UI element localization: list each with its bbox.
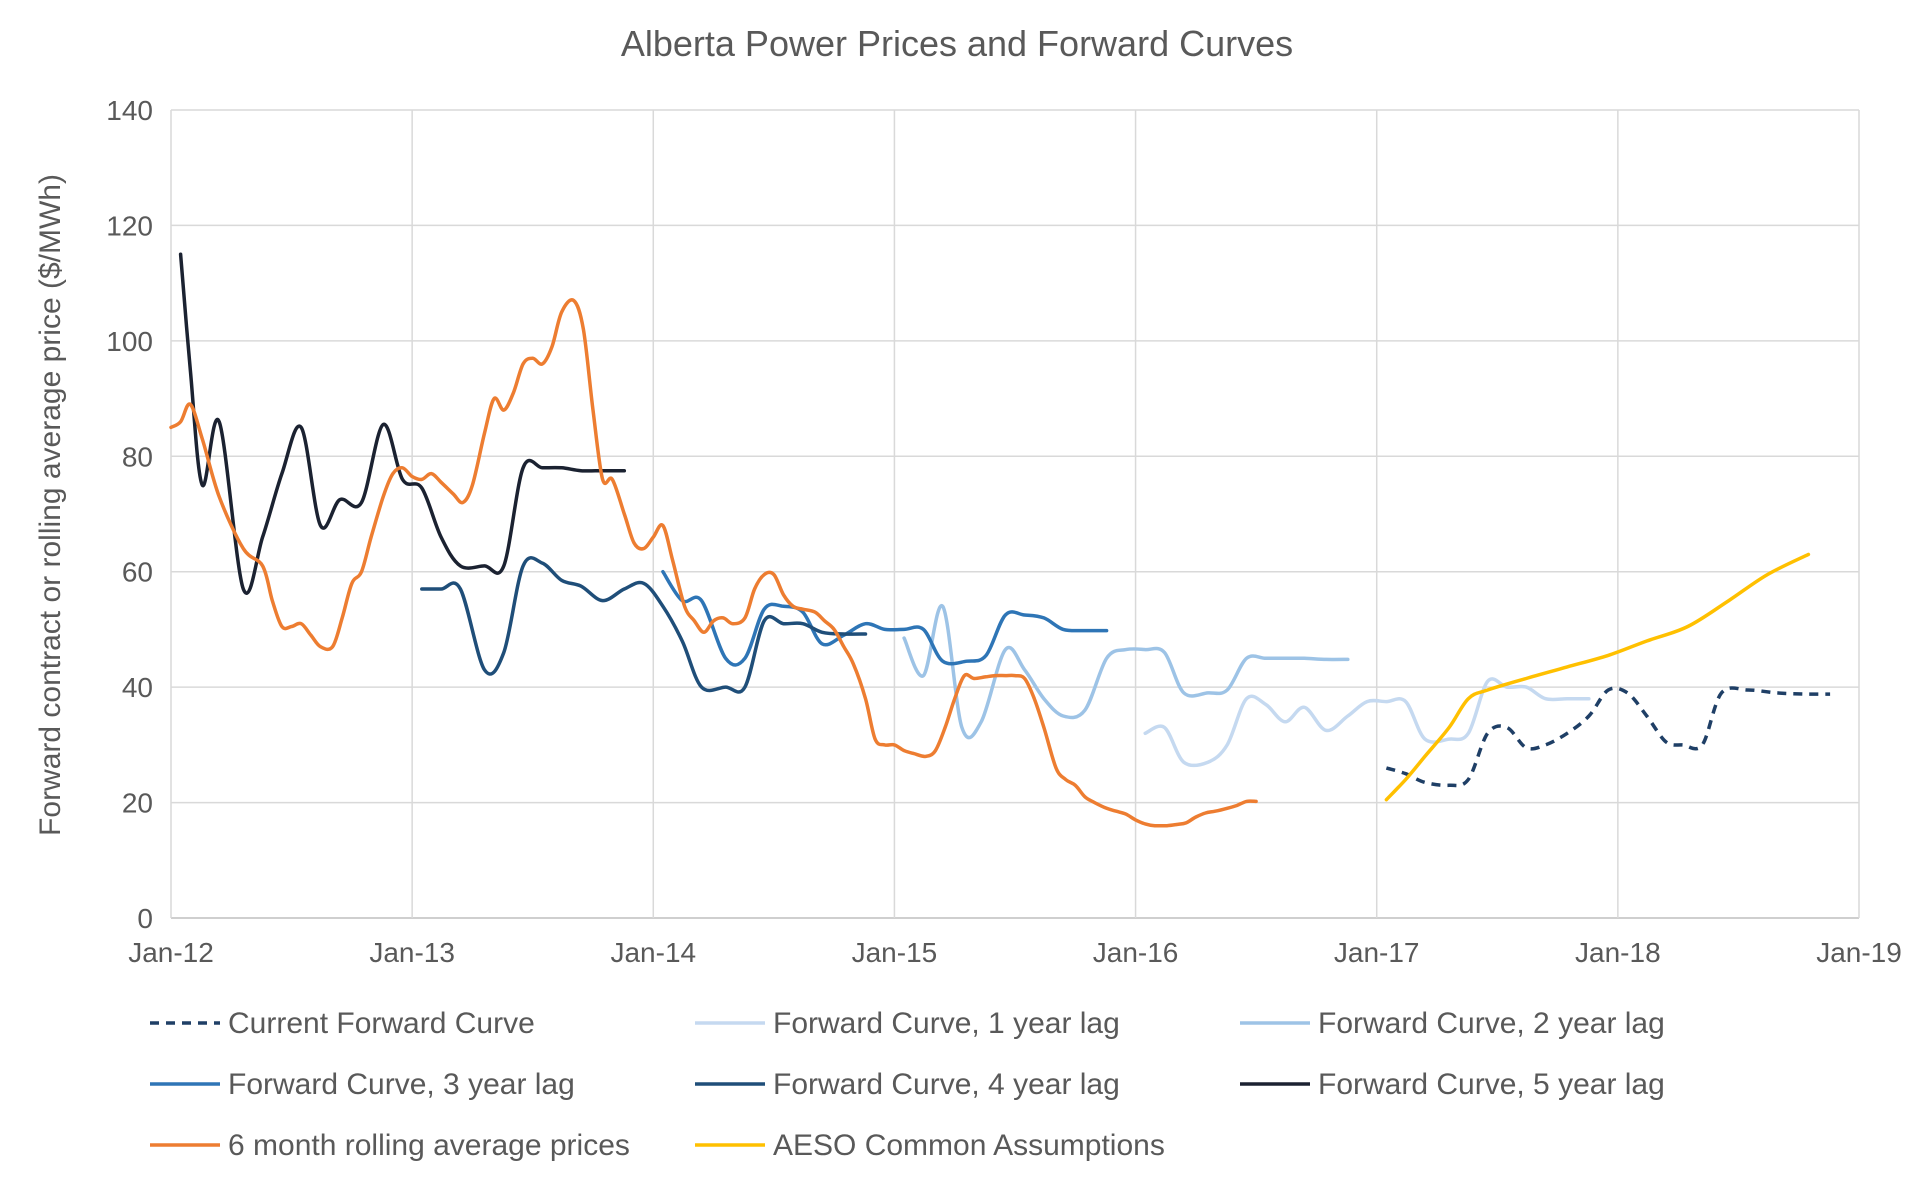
x-tick-label: Jan-16 (1093, 937, 1179, 968)
x-tick-label: Jan-14 (610, 937, 696, 968)
legend: Current Forward Curve Forward Curve, 1 ye… (150, 1007, 1665, 1162)
series-line-current-forward-curve (1385, 686, 1831, 788)
x-tick-label: Jan-13 (369, 937, 455, 968)
legend-label: Forward Curve, 3 year lag (228, 1068, 575, 1101)
series-line-forward-curve-2-year-lag (902, 604, 1350, 740)
legend-label: 6 month rolling average prices (228, 1129, 630, 1162)
series-layer (169, 252, 1831, 828)
series-line-forward-curve-5-year-lag (178, 252, 627, 595)
legend-label: Forward Curve, 4 year lag (773, 1068, 1120, 1101)
y-tick-label: 100 (106, 326, 153, 357)
legend-label: AESO Common Assumptions (773, 1129, 1165, 1162)
x-axis-ticks: Jan-12 Jan-13 Jan-14 Jan-15 Jan-16 Jan-17 Jan-… (128, 937, 1902, 968)
legend-label: Forward Curve, 5 year lag (1318, 1068, 1665, 1101)
x-tick-label: Jan-19 (1816, 937, 1902, 968)
y-tick-label: 60 (122, 557, 153, 588)
series-line-6-month-rolling-average-prices (169, 298, 1258, 828)
y-tick-label: 80 (122, 441, 153, 472)
x-tick-label: Jan-18 (1575, 937, 1661, 968)
legend-label: Current Forward Curve (228, 1007, 535, 1040)
series-line-aeso-common-assumptions (1384, 552, 1811, 802)
x-tick-label: Jan-12 (128, 937, 214, 968)
chart-title: Alberta Power Prices and Forward Curves (621, 23, 1293, 64)
y-tick-label: 20 (122, 788, 153, 819)
series-line-forward-curve-4-year-lag (420, 556, 868, 694)
y-axis-ticks: 0 20 40 60 80 100 120 140 (106, 95, 153, 934)
y-tick-label: 140 (106, 95, 153, 126)
legend-label: Forward Curve, 1 year lag (773, 1007, 1120, 1040)
x-tick-label: Jan-15 (852, 937, 938, 968)
series-line-forward-curve-1-year-lag (1143, 677, 1591, 768)
y-axis-title: Forward contract or rolling average pric… (34, 174, 67, 836)
x-tick-label: Jan-17 (1334, 937, 1420, 968)
legend-label: Forward Curve, 2 year lag (1318, 1007, 1665, 1040)
y-tick-label: 120 (106, 210, 153, 241)
grid (170, 109, 1860, 919)
y-tick-label: 40 (122, 672, 153, 703)
y-tick-label: 0 (137, 903, 153, 934)
series-line-forward-curve-3-year-lag (661, 569, 1109, 667)
